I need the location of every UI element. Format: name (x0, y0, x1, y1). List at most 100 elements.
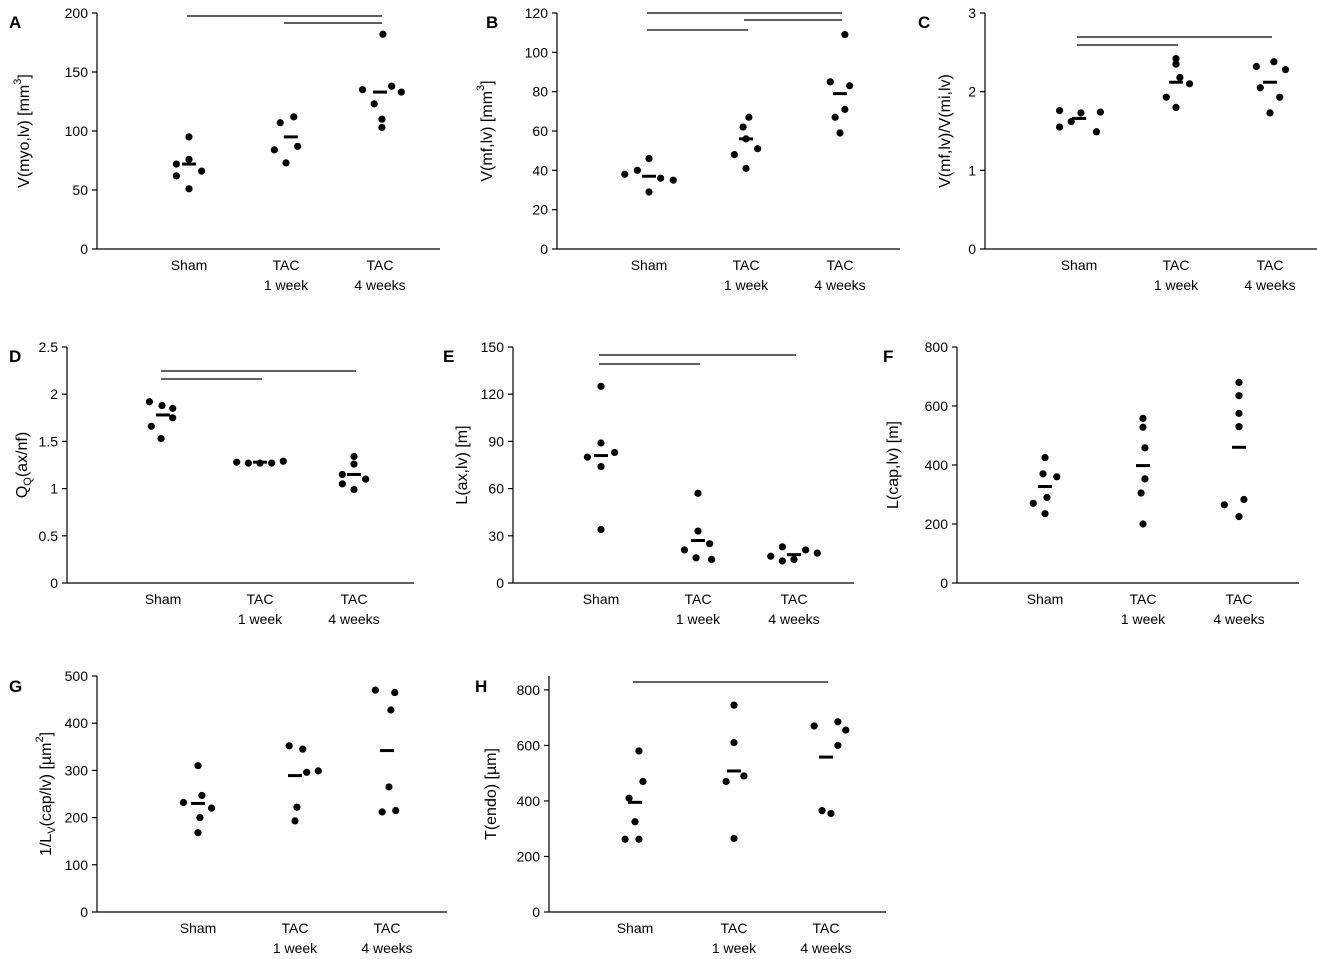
y-axis-label: V(mf,lv) [mm3] (475, 80, 496, 181)
y-tick-label: 120 (481, 386, 505, 402)
data-point (1172, 103, 1180, 111)
panel-letter: E (443, 347, 454, 366)
y-axis-label: V(myo,lv) [mm3] (12, 74, 33, 188)
data-point (621, 170, 629, 178)
x-category-label: Sham (171, 257, 208, 273)
panel-f: F 0 200 400 600 800 L(cap,lv) [m] Sham TAC 1 week… (883, 339, 1299, 627)
data-point (583, 453, 592, 461)
data-point (169, 414, 177, 422)
x-category-label: Sham (145, 591, 182, 607)
data-point (338, 480, 346, 488)
y-tick-label: 1 (50, 481, 58, 497)
data-point (378, 115, 386, 123)
data-point (657, 174, 665, 182)
data-point (233, 458, 241, 466)
data-point (1235, 392, 1243, 400)
x-category-label: TAC (367, 257, 394, 273)
data-point (392, 806, 400, 815)
data-point (813, 549, 821, 557)
x-category-label: TAC (273, 257, 300, 273)
x-category-label: Sham (1061, 257, 1098, 273)
data-point (244, 459, 252, 467)
data-point (597, 382, 605, 390)
y-tick-label: 100 (65, 123, 89, 139)
data-point (669, 176, 677, 184)
data-point (185, 133, 193, 141)
data-point (291, 817, 299, 825)
panel-letter: H (475, 677, 487, 696)
x-category-label: TAC (1130, 591, 1157, 607)
data-point (692, 554, 700, 562)
y-tick-label: 60 (532, 123, 548, 139)
panel-letter: G (9, 677, 22, 696)
panel-letter: F (883, 347, 893, 366)
y-tick-label: 150 (481, 339, 505, 355)
data-point (645, 154, 653, 163)
data-point (147, 422, 155, 430)
data-point (172, 160, 180, 168)
data-point (391, 688, 399, 697)
panel-e: E 0 30 60 90 120 150 L(ax,lv) [m] Sham TAC 1 week T… (443, 339, 854, 627)
x-category-label: TAC (374, 920, 401, 936)
data-point (1139, 520, 1147, 528)
data-point (397, 88, 405, 96)
y-tick-label: 20 (532, 202, 548, 218)
y-tick-label: 0 (80, 904, 88, 920)
x-category-label: TAC (247, 591, 274, 607)
data-point (387, 706, 395, 714)
x-category-label: TAC (1257, 257, 1284, 273)
data-point (1162, 93, 1170, 101)
x-category-label: TAC (685, 591, 712, 607)
y-tick-label: 0 (496, 575, 504, 591)
y-tick-label: 90 (488, 433, 504, 449)
panel-letter: C (918, 13, 930, 32)
x-category-label: Sham (583, 591, 620, 607)
data-point (1256, 84, 1264, 92)
x-category-label: TAC (341, 591, 368, 607)
data-point (778, 543, 786, 551)
data-point (745, 113, 753, 121)
data-point (299, 745, 307, 753)
data-point (834, 741, 842, 750)
y-tick-label: 60 (488, 481, 504, 497)
x-category-label: TAC (781, 591, 808, 607)
x-category-label: 4 weeks (361, 940, 412, 956)
data-point (268, 459, 276, 467)
data-point (385, 783, 393, 791)
data-point (836, 129, 844, 137)
data-point (1266, 109, 1274, 117)
data-point (350, 485, 358, 494)
x-category-label: TAC (1163, 257, 1190, 273)
data-point (1235, 378, 1243, 386)
data-point (680, 546, 689, 554)
panel-letter: A (9, 13, 21, 32)
y-tick-label: 3 (968, 5, 976, 21)
data-point (370, 100, 378, 108)
data-point (194, 762, 202, 770)
x-category-label: 4 weeks (768, 611, 819, 627)
data-point (314, 767, 322, 775)
y-axis-label: QQ(ax/nf) (14, 432, 35, 498)
data-point (635, 835, 643, 843)
data-point (834, 718, 842, 726)
data-point (198, 167, 206, 175)
data-point (841, 105, 849, 113)
data-point (303, 768, 311, 776)
data-point (1141, 475, 1149, 483)
data-point (1281, 66, 1290, 74)
data-point (285, 742, 293, 750)
x-category-label: Sham (1027, 591, 1064, 607)
data-point (279, 457, 287, 465)
y-axis-label: T(endo) [µm] (483, 748, 500, 840)
data-point (198, 791, 206, 800)
data-point (158, 401, 166, 410)
x-category-label: 4 weeks (354, 277, 405, 293)
data-point (185, 185, 193, 193)
y-tick-label: 800 (925, 339, 949, 355)
data-point (706, 540, 714, 548)
data-point (1029, 499, 1037, 507)
y-tick-label: 600 (925, 398, 949, 414)
y-tick-label: 200 (65, 5, 89, 21)
y-tick-label: 800 (517, 682, 541, 698)
y-tick-label: 200 (925, 516, 949, 532)
